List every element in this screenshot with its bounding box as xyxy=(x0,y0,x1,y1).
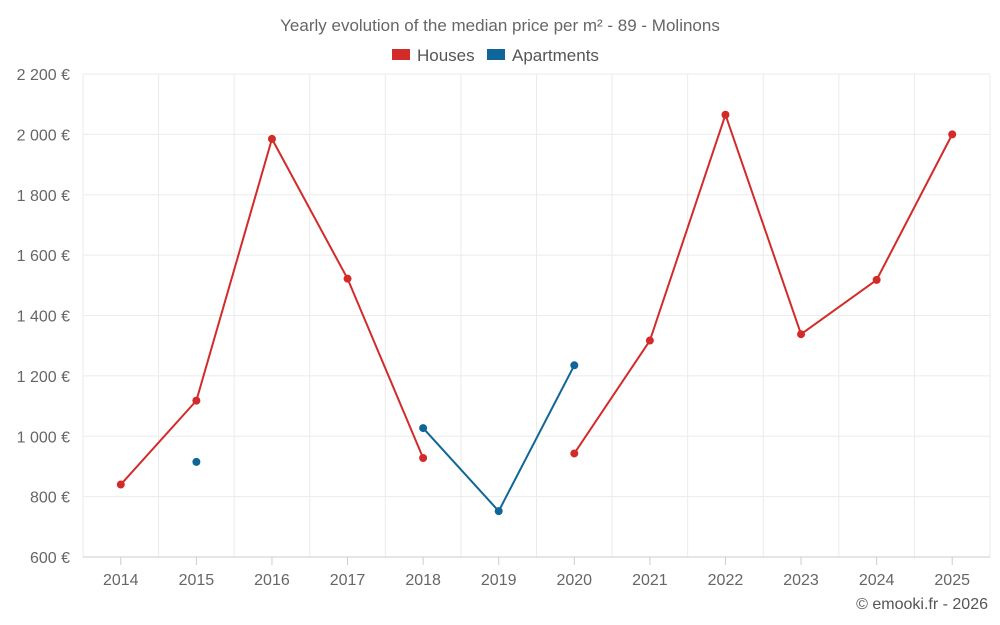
x-tick-label: 2016 xyxy=(254,572,290,589)
y-axis-ticks: 600 € 800 € 1 000 € 1 200 € 1 400 € 1 600 € 1 … xyxy=(17,67,70,567)
legend-label-houses: Houses xyxy=(417,46,475,65)
data-point-houses[interactable] xyxy=(948,130,957,139)
data-point-apartments[interactable] xyxy=(192,457,201,466)
series-houses xyxy=(116,110,957,489)
y-tick-label: 1 400 € xyxy=(17,309,70,326)
data-point-houses[interactable] xyxy=(419,453,428,462)
x-axis-ticks: 2014 2015 2016 2017 2018 2019 2020 2021 2022 2023… xyxy=(103,557,970,589)
y-tick-label: 2 000 € xyxy=(17,127,70,144)
series-line-apartments xyxy=(422,364,576,513)
x-tick-label: 2019 xyxy=(481,572,517,589)
x-tick-label: 2018 xyxy=(405,572,441,589)
x-tick-label: 2023 xyxy=(783,572,819,589)
series-line-houses xyxy=(573,113,954,455)
data-point-houses[interactable] xyxy=(116,480,125,489)
chart-title: Yearly evolution of the median price per… xyxy=(280,16,720,35)
series-layer xyxy=(116,110,957,516)
y-tick-label: 2 200 € xyxy=(17,67,70,84)
legend-item-apartments[interactable]: Apartments xyxy=(487,46,599,65)
data-point-houses[interactable] xyxy=(872,275,881,284)
y-tick-label: 800 € xyxy=(30,490,70,507)
x-tick-label: 2015 xyxy=(179,572,215,589)
data-point-houses[interactable] xyxy=(721,110,730,119)
legend-swatch-houses xyxy=(392,49,410,60)
x-tick-label: 2024 xyxy=(859,572,895,589)
grid xyxy=(82,73,991,557)
legend-item-houses[interactable]: Houses xyxy=(392,46,475,65)
data-point-houses[interactable] xyxy=(267,134,276,143)
y-tick-label: 1 000 € xyxy=(17,429,70,446)
credit-text: © emooki.fr - 2026 xyxy=(856,596,988,613)
data-point-houses[interactable] xyxy=(192,396,201,405)
legend-label-apartments: Apartments xyxy=(512,46,599,65)
y-tick-label: 1 600 € xyxy=(17,248,70,265)
x-tick-label: 2014 xyxy=(103,572,139,589)
x-tick-label: 2021 xyxy=(632,572,668,589)
data-point-apartments[interactable] xyxy=(570,361,579,370)
data-point-houses[interactable] xyxy=(797,330,806,339)
y-tick-label: 600 € xyxy=(30,550,70,567)
x-tick-label: 2025 xyxy=(934,572,970,589)
x-tick-label: 2020 xyxy=(556,572,592,589)
data-point-apartments[interactable] xyxy=(494,507,503,516)
data-point-houses[interactable] xyxy=(570,449,579,458)
series-line-houses xyxy=(119,137,425,486)
legend: Houses Apartments xyxy=(392,46,599,65)
data-point-houses[interactable] xyxy=(645,336,654,345)
data-point-houses[interactable] xyxy=(343,274,352,283)
data-point-apartments[interactable] xyxy=(419,424,428,433)
x-tick-label: 2022 xyxy=(708,572,744,589)
x-tick-label: 2017 xyxy=(330,572,366,589)
y-tick-label: 1 200 € xyxy=(17,369,70,386)
series-apartments xyxy=(192,361,579,516)
legend-swatch-apartments xyxy=(487,49,505,60)
y-tick-label: 1 800 € xyxy=(17,188,70,205)
